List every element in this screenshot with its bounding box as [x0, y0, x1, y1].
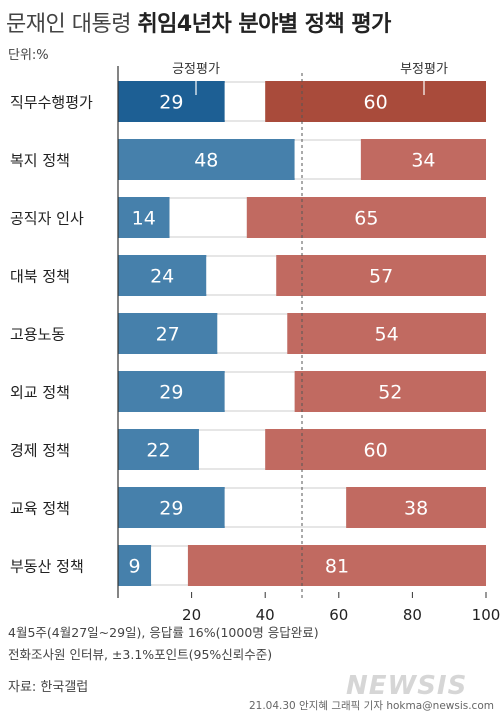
source-label: 자료: 한국갤럽: [8, 680, 89, 695]
unit-label: 단위:%: [8, 48, 49, 63]
survey-note-period: 4월5주(4월27일~29일), 응답률 16%(1000명 응답완료): [8, 625, 319, 640]
positive-value-label: 22: [146, 440, 170, 462]
positive-value-label: 29: [159, 498, 183, 520]
bar-positive: [118, 197, 170, 238]
category-label: 교육 정책: [10, 500, 70, 518]
legend-negative: 부정평가: [400, 62, 448, 77]
chart-title: 문재인 대통령 취임4년차 분야별 정책 평가: [6, 6, 391, 38]
category-label: 대북 정책: [10, 268, 70, 286]
negative-value-label: 52: [378, 382, 402, 404]
positive-value-label: 14: [132, 208, 156, 230]
bar-neutral: [224, 83, 266, 120]
x-tick-label: 80: [403, 606, 422, 624]
bar-negative: [187, 545, 487, 586]
positive-value-label: 27: [156, 324, 180, 346]
category-label: 공직자 인사: [10, 210, 84, 228]
category-label: 부동산 정책: [10, 558, 84, 576]
survey-note-method: 전화조사원 인터뷰, ±3.1%포인트(95%신뢰수준): [8, 647, 273, 662]
newsis-logo: NEWSIS: [346, 671, 468, 701]
positive-value-label: 48: [194, 150, 218, 172]
negative-value-label: 54: [375, 324, 399, 346]
bar-negative: [294, 371, 486, 412]
bar-neutral: [169, 199, 247, 236]
bar-neutral: [224, 373, 295, 410]
bar-neutral: [151, 547, 188, 584]
bar-neutral: [224, 489, 347, 526]
category-label: 직무수행평가: [10, 94, 93, 112]
bar-positive: [118, 487, 225, 528]
bar-positive: [118, 371, 225, 412]
negative-value-label: 57: [369, 266, 393, 288]
x-tick-label: 20: [182, 606, 201, 624]
negative-value-label: 60: [364, 92, 388, 114]
negative-value-label: 81: [325, 556, 349, 578]
bar-positive: [118, 255, 207, 296]
x-tick-label: 40: [256, 606, 275, 624]
legend-positive: 긍정평가: [172, 62, 220, 77]
bar-positive: [118, 545, 152, 586]
bar-positive: [118, 139, 295, 180]
negative-value-label: 60: [364, 440, 388, 462]
bar-positive: [118, 429, 199, 470]
bar-neutral: [198, 431, 266, 468]
x-tick-label: 100: [472, 606, 500, 624]
category-label: 고용노동: [10, 326, 65, 344]
bar-neutral: [206, 257, 277, 294]
diverging-bar-chart: 직무수행평가 29 60 복지 정책 48 34 공직자 인사 14 65 대북 정책 24 57 고용…: [10, 62, 500, 624]
positive-value-label: 24: [150, 266, 174, 288]
bar-negative: [246, 197, 486, 238]
negative-value-label: 38: [404, 498, 428, 520]
bar-neutral: [217, 315, 288, 352]
category-label: 복지 정책: [10, 152, 70, 170]
bar-neutral: [294, 141, 361, 178]
positive-value-label: 9: [129, 556, 141, 578]
title-bold: 취임4년차 분야별 정책 평가: [137, 12, 391, 37]
bar-positive: [118, 313, 218, 354]
positive-value-label: 29: [159, 92, 183, 114]
title-light: 문재인 대통령: [6, 12, 131, 37]
bar-negative: [346, 487, 486, 528]
bar-negative: [360, 139, 486, 180]
credit-line: 21.04.30 안지혜 그래픽 기자 hokma@newsis.com: [248, 700, 494, 712]
bar-negative: [287, 313, 486, 354]
negative-value-label: 65: [354, 208, 378, 230]
category-label: 외교 정책: [10, 384, 70, 402]
category-label: 경제 정책: [10, 442, 70, 460]
bar-positive: [118, 81, 225, 122]
bar-negative: [276, 255, 486, 296]
negative-value-label: 34: [411, 150, 435, 172]
x-tick-label: 60: [329, 606, 348, 624]
positive-value-label: 29: [159, 382, 183, 404]
